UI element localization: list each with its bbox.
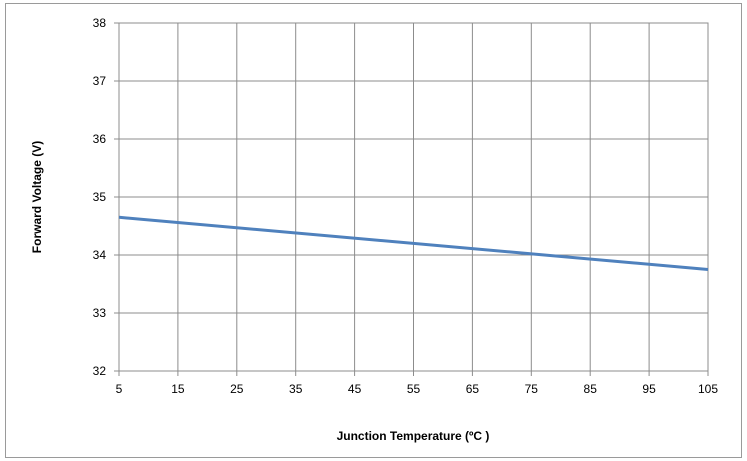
x-tick-label: 75 [525,382,539,396]
x-tick-label: 35 [289,382,303,396]
y-tick-label: 38 [93,16,107,30]
y-tick-label: 35 [93,190,107,204]
x-axis-title: Junction Temperature (ºC ) [337,429,490,443]
y-tick-label: 33 [93,306,107,320]
y-axis-ticks: 32 33 34 35 36 37 38 [93,16,119,378]
x-tick-label: 55 [407,382,421,396]
y-axis-title: Forward Voltage (V) [30,141,44,253]
y-tick-label: 32 [93,364,107,378]
chart-frame [5,3,742,458]
x-tick-label: 25 [230,382,244,396]
x-axis-ticks: 5 15 25 35 45 55 65 75 85 95 105 [116,371,718,396]
y-tick-label: 36 [93,132,107,146]
y-tick-label: 34 [93,248,107,262]
x-tick-label: 105 [698,382,718,396]
y-tick-label: 37 [93,74,107,88]
x-tick-label: 5 [116,382,123,396]
x-tick-label: 45 [348,382,362,396]
series-group [118,215,709,271]
x-tick-label: 15 [171,382,185,396]
series-line [118,215,709,271]
grid [118,22,709,372]
x-tick-label: 65 [466,382,480,396]
x-tick-label: 85 [584,382,598,396]
x-tick-label: 95 [642,382,656,396]
